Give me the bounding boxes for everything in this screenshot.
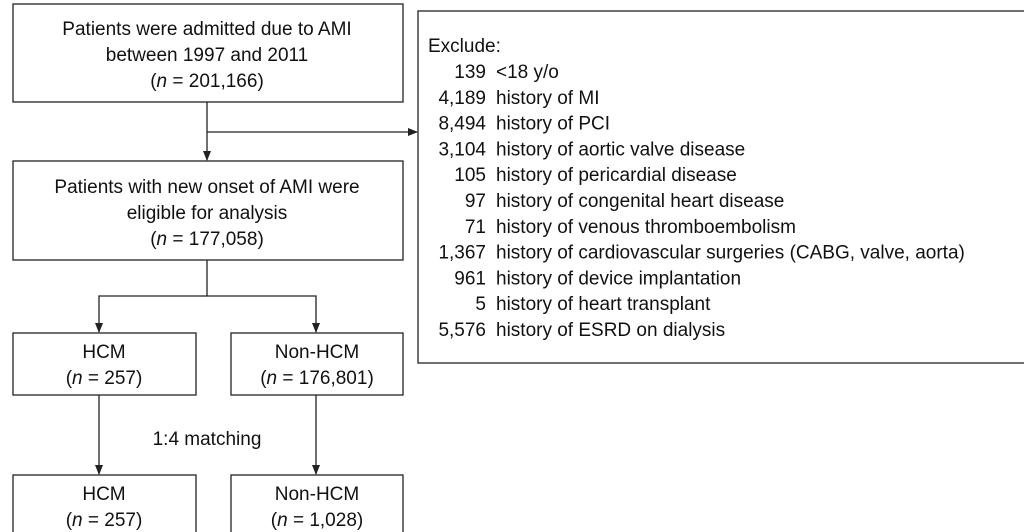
node-text: (n = 177,058): [150, 229, 264, 250]
node-text: (n = 257): [66, 368, 143, 389]
exclusion-reason: history of MI: [496, 88, 599, 109]
node-text: Patients with new onset of AMI were: [54, 177, 359, 198]
exclusion-count: 5,576: [438, 320, 486, 341]
exclusion-reason: <18 y/o: [496, 62, 559, 83]
node-texts: Patients were admitted due to AMI between…: [54, 19, 373, 531]
exclusion-count: 97: [465, 191, 486, 212]
exclusion-reason: history of ESRD on dialysis: [496, 320, 725, 341]
node-text: (n = 257): [66, 510, 143, 531]
exclusion-reason: history of pericardial disease: [496, 165, 737, 186]
node-text: Non-HCM: [275, 342, 359, 363]
matching-label: 1:4 matching: [153, 429, 262, 450]
node-text: HCM: [82, 342, 125, 363]
exclusion-reason: history of heart transplant: [496, 294, 711, 315]
exclusion-reason: history of device implantation: [496, 268, 741, 289]
arrow: [207, 295, 320, 333]
exclusion-count: 961: [454, 268, 486, 289]
box-non-hcm: [230, 332, 404, 396]
node-text: between 1997 and 2011: [106, 45, 309, 66]
exclusion-reason: history of PCI: [496, 114, 610, 135]
box-eligible: [12, 160, 404, 261]
exclusion-reason: history of congenital heart disease: [496, 191, 784, 212]
node-text: HCM: [82, 484, 125, 505]
exclusion-count: 1,367: [438, 243, 486, 264]
node-text: Non-HCM: [275, 484, 359, 505]
exclusion-count: 71: [465, 217, 486, 238]
node-text: eligible for analysis: [127, 203, 288, 224]
exclusion-reason: history of cardiovascular surgeries (CAB…: [496, 243, 965, 264]
arrow: [95, 260, 208, 333]
node-text: Patients were admitted due to AMI: [62, 19, 351, 40]
exclusion-reason: history of aortic valve disease: [496, 139, 745, 160]
box-non-hcm-matched: [230, 474, 404, 532]
box-exclusions: [417, 10, 1024, 364]
node-text: (n = 176,801): [260, 368, 374, 389]
exclusion-count: 4,189: [438, 88, 486, 109]
exclusion-count: 8,494: [438, 114, 486, 135]
box-admitted: [12, 3, 404, 103]
exclusions-title: Exclude:: [428, 36, 501, 57]
node-text: (n = 1,028): [271, 510, 363, 531]
exclusion-count: 5: [475, 294, 486, 315]
exclusion-count: 3,104: [438, 139, 486, 160]
exclusion-count: 105: [454, 165, 486, 186]
exclusion-list: 139 <18 y/o 4,189 history of MI 8,494 history…: [438, 62, 964, 341]
exclusion-reason: history of venous thromboembolism: [496, 217, 796, 238]
node-text: (n = 201,166): [150, 71, 264, 92]
exclusion-count: 139: [454, 62, 486, 83]
box-hcm: [12, 332, 197, 396]
box-hcm-matched: [12, 474, 197, 532]
